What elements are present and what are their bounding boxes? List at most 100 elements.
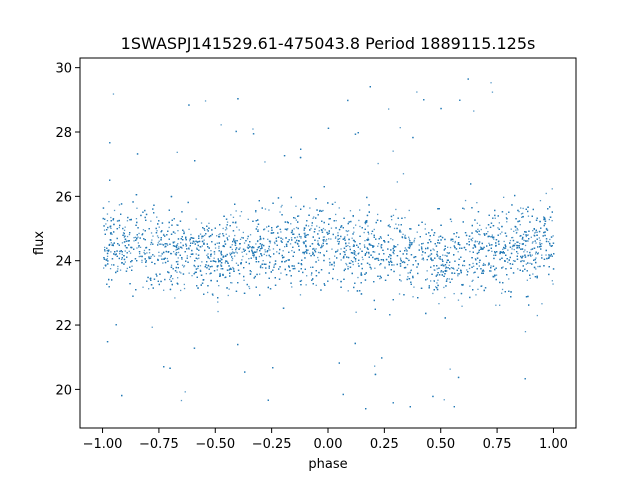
data-point — [451, 278, 453, 280]
data-point — [403, 261, 406, 264]
data-point — [284, 221, 286, 223]
data-point — [170, 264, 173, 266]
data-point — [446, 279, 448, 281]
data-point — [110, 239, 112, 241]
data-point — [379, 264, 381, 266]
data-point — [300, 208, 302, 210]
data-point — [468, 235, 471, 237]
data-point — [359, 248, 361, 250]
data-point — [263, 253, 265, 255]
data-point — [393, 245, 395, 247]
data-point — [478, 251, 480, 253]
data-point — [520, 235, 522, 237]
data-point — [173, 218, 175, 220]
data-point — [481, 285, 483, 287]
data-point — [255, 211, 257, 213]
data-point — [552, 242, 555, 244]
data-point — [364, 221, 366, 224]
data-point — [207, 253, 209, 255]
data-point — [486, 245, 488, 247]
data-point — [120, 213, 122, 215]
data-point — [488, 214, 490, 216]
data-point — [404, 217, 406, 219]
data-point — [120, 203, 123, 205]
data-point — [496, 251, 498, 253]
data-point — [163, 289, 165, 291]
data-point — [406, 258, 409, 260]
data-point — [400, 231, 402, 233]
data-point — [312, 236, 314, 238]
data-point — [303, 229, 305, 231]
data-point — [521, 216, 523, 218]
data-point — [103, 258, 106, 260]
data-point — [345, 230, 347, 232]
data-point — [513, 245, 515, 247]
data-point — [478, 230, 480, 232]
data-point — [325, 240, 327, 242]
data-point — [233, 238, 235, 240]
data-point — [259, 294, 261, 296]
data-point — [249, 241, 251, 243]
data-point — [361, 267, 363, 270]
data-point — [512, 239, 515, 242]
data-point — [368, 251, 370, 254]
data-point — [530, 236, 532, 238]
data-point — [345, 249, 347, 251]
data-point — [161, 253, 163, 255]
data-point — [390, 257, 392, 260]
data-point — [305, 249, 308, 251]
data-point — [437, 279, 439, 281]
data-point — [131, 269, 133, 271]
data-point — [134, 258, 137, 260]
data-point — [186, 248, 188, 250]
data-point — [310, 255, 312, 257]
data-point — [272, 202, 274, 204]
data-points — [102, 78, 555, 410]
data-point — [446, 278, 448, 280]
data-point — [190, 242, 192, 244]
data-point — [240, 211, 243, 213]
data-point — [138, 245, 140, 247]
data-point — [379, 236, 382, 238]
data-point — [176, 248, 178, 250]
data-point — [527, 206, 529, 208]
data-point — [431, 259, 433, 261]
data-point — [533, 235, 536, 237]
data-point — [172, 268, 174, 270]
data-point — [328, 258, 331, 260]
data-point — [262, 237, 265, 240]
data-point — [370, 244, 372, 246]
data-point — [364, 254, 366, 256]
data-point — [332, 277, 334, 280]
data-point — [510, 228, 512, 230]
data-point — [410, 254, 413, 256]
data-point — [407, 276, 409, 278]
data-point — [488, 235, 490, 237]
data-point — [454, 260, 456, 262]
data-point — [157, 244, 159, 246]
data-point — [218, 285, 220, 287]
data-point — [260, 245, 263, 247]
data-point — [166, 257, 168, 260]
data-point — [144, 209, 146, 212]
data-point — [239, 243, 241, 245]
data-point — [322, 242, 324, 245]
data-point — [105, 223, 107, 225]
data-point — [514, 260, 516, 262]
data-point — [128, 233, 131, 236]
data-point — [360, 263, 363, 265]
data-point — [356, 244, 358, 246]
data-point — [269, 240, 272, 242]
data-point — [126, 256, 128, 258]
data-point — [366, 251, 368, 254]
data-point — [198, 249, 200, 251]
data-point — [313, 254, 315, 257]
data-point — [520, 255, 522, 258]
data-point — [537, 253, 539, 255]
data-point — [436, 268, 438, 270]
data-point — [193, 347, 196, 349]
data-point — [315, 261, 317, 263]
data-point — [535, 261, 537, 264]
data-point — [449, 268, 451, 270]
data-point — [257, 246, 259, 249]
